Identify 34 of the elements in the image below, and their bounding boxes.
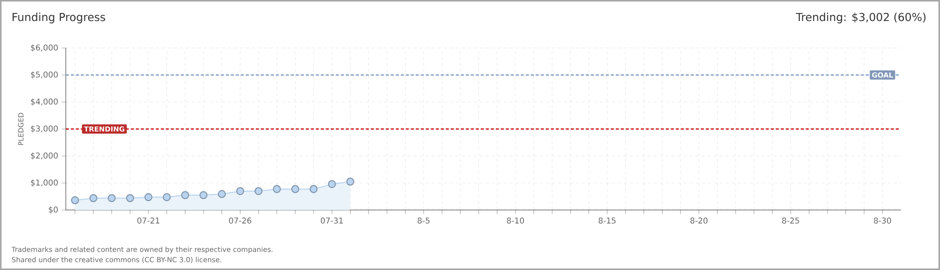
y-tick-label: $5,000 xyxy=(30,71,58,79)
point xyxy=(291,185,300,194)
x-tick-label: 07-21 xyxy=(137,218,160,224)
point xyxy=(346,178,354,186)
y-tick-label: $1,000 xyxy=(30,179,58,187)
point xyxy=(310,185,318,194)
point xyxy=(144,193,152,202)
x-tick-label: 8-30 xyxy=(874,218,892,224)
point xyxy=(199,191,208,200)
x-tick-label: 07-31 xyxy=(320,218,343,224)
x-tick-label: 8-5 xyxy=(418,218,430,224)
point xyxy=(162,193,171,202)
x-tick-label: 8-20 xyxy=(690,218,708,224)
x-tick-label: 07-26 xyxy=(229,218,252,224)
point xyxy=(108,194,116,202)
chart-title: Funding Progress xyxy=(12,12,106,24)
point xyxy=(254,187,263,196)
point xyxy=(89,194,98,202)
y-tick-label: $2,000 xyxy=(30,152,58,160)
point xyxy=(126,194,134,202)
point xyxy=(181,191,190,200)
point xyxy=(272,185,281,194)
point xyxy=(328,180,336,188)
x-tick-label: 8-15 xyxy=(598,218,616,224)
y-tick-label: $3,000 xyxy=(30,125,58,133)
x-tick-label: 8-10 xyxy=(506,218,524,224)
point xyxy=(218,190,226,198)
point xyxy=(71,196,80,204)
y-tick-label: $4,000 xyxy=(30,98,58,106)
y-tick-label: $0 xyxy=(48,206,58,214)
chart-subtitle: Trending: $3,002 (60%) xyxy=(796,12,926,24)
y-tick-label: $6,000 xyxy=(30,44,58,52)
x-tick-label: 8-25 xyxy=(782,218,800,224)
point xyxy=(236,187,244,196)
